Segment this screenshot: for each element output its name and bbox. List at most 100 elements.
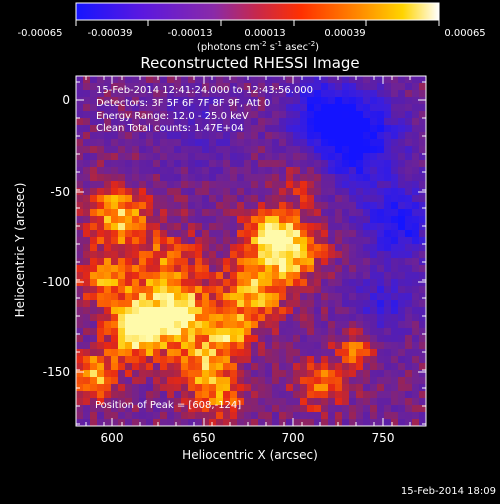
image-pixel <box>405 244 413 252</box>
image-pixel <box>181 111 189 119</box>
image-pixel <box>188 258 196 266</box>
image-pixel <box>181 97 189 105</box>
image-pixel <box>391 370 399 378</box>
image-pixel <box>153 244 161 252</box>
image-pixel <box>111 258 119 266</box>
image-pixel <box>209 349 217 357</box>
image-pixel <box>118 216 126 224</box>
image-pixel <box>328 419 336 426</box>
image-pixel <box>412 244 420 252</box>
image-pixel <box>314 104 322 112</box>
image-pixel <box>279 237 287 245</box>
image-pixel <box>160 230 168 238</box>
image-pixel <box>76 104 84 112</box>
image-pixel <box>419 307 426 315</box>
image-pixel <box>293 349 301 357</box>
image-pixel <box>398 146 406 154</box>
image-pixel <box>356 335 364 343</box>
image-pixel <box>125 321 133 329</box>
image-pixel <box>286 237 294 245</box>
image-pixel <box>90 195 98 203</box>
image-pixel <box>146 167 154 175</box>
image-pixel <box>251 83 259 91</box>
image-pixel <box>90 258 98 266</box>
image-pixel <box>237 265 245 273</box>
image-pixel <box>265 83 273 91</box>
image-pixel <box>195 286 203 294</box>
image-pixel <box>195 412 203 420</box>
image-pixel <box>314 223 322 231</box>
image-pixel <box>209 370 217 378</box>
image-pixel <box>286 174 294 182</box>
image-pixel <box>391 286 399 294</box>
image-pixel <box>321 132 329 140</box>
image-pixel <box>118 146 126 154</box>
image-pixel <box>258 349 266 357</box>
image-pixel <box>272 370 280 378</box>
image-pixel <box>153 181 161 189</box>
image-pixel <box>174 230 182 238</box>
image-pixel <box>125 202 133 210</box>
image-pixel <box>356 216 364 224</box>
image-pixel <box>139 90 147 98</box>
image-pixel <box>237 384 245 392</box>
image-pixel <box>216 398 224 406</box>
image-pixel <box>90 286 98 294</box>
image-pixel <box>405 419 413 426</box>
image-pixel <box>104 412 112 420</box>
image-pixel <box>237 377 245 385</box>
image-pixel <box>195 146 203 154</box>
image-pixel <box>377 384 385 392</box>
image-pixel <box>356 300 364 308</box>
image-pixel <box>202 405 210 413</box>
image-pixel <box>230 209 238 217</box>
image-pixel <box>104 279 112 287</box>
image-pixel <box>279 202 287 210</box>
image-pixel <box>237 132 245 140</box>
image-pixel <box>118 125 126 133</box>
image-pixel <box>335 265 343 273</box>
image-pixel <box>181 300 189 308</box>
image-pixel <box>363 146 371 154</box>
image-pixel <box>146 237 154 245</box>
image-pixel <box>342 104 350 112</box>
image-pixel <box>202 342 210 350</box>
image-pixel <box>356 321 364 329</box>
image-pixel <box>132 342 140 350</box>
image-pixel <box>398 125 406 133</box>
image-pixel <box>251 279 259 287</box>
image-pixel <box>167 146 175 154</box>
image-pixel <box>293 230 301 238</box>
image-pixel <box>293 279 301 287</box>
image-pixel <box>230 195 238 203</box>
image-pixel <box>279 258 287 266</box>
image-pixel <box>419 349 426 357</box>
image-pixel <box>314 272 322 280</box>
image-pixel <box>83 300 91 308</box>
image-pixel <box>377 90 385 98</box>
image-pixel <box>118 370 126 378</box>
image-pixel <box>265 160 273 168</box>
image-pixel <box>167 209 175 217</box>
image-pixel <box>132 223 140 231</box>
image-pixel <box>286 76 294 84</box>
image-pixel <box>90 188 98 196</box>
image-pixel <box>370 258 378 266</box>
image-pixel <box>412 76 420 84</box>
image-pixel <box>146 258 154 266</box>
image-pixel <box>160 384 168 392</box>
image-pixel <box>146 188 154 196</box>
image-pixel <box>132 237 140 245</box>
image-pixel <box>90 76 98 84</box>
image-pixel <box>314 237 322 245</box>
image-pixel <box>335 90 343 98</box>
image-pixel <box>293 272 301 280</box>
image-pixel <box>300 412 308 420</box>
image-pixel <box>146 90 154 98</box>
image-pixel <box>342 97 350 105</box>
image-pixel <box>405 377 413 385</box>
image-pixel <box>265 209 273 217</box>
image-pixel <box>83 251 91 259</box>
image-pixel <box>335 384 343 392</box>
image-pixel <box>139 167 147 175</box>
